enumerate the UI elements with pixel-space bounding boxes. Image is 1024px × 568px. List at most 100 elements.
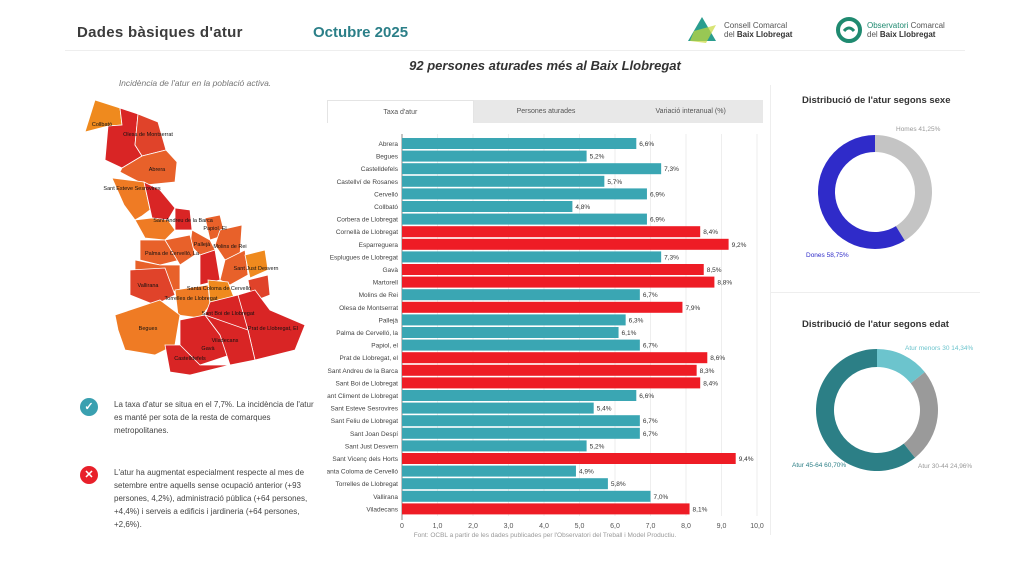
category-label: Molins de Rei xyxy=(359,292,398,299)
category-label: Abrera xyxy=(378,141,398,148)
slice-label: Atur menors 30 14,34% xyxy=(905,345,974,352)
bar xyxy=(402,201,573,212)
logo2-a: Observatori xyxy=(867,21,909,30)
category-label: Sant Esteve Sesrovires xyxy=(330,406,398,413)
data-label: 6,1% xyxy=(622,330,637,337)
note-text: L'atur ha augmentat especialment respect… xyxy=(114,468,308,529)
data-label: 6,6% xyxy=(639,141,654,148)
map-sant-vicenc xyxy=(199,249,221,286)
spiral-logo-icon xyxy=(836,17,862,43)
age-donut-chart: Atur menors 30 14,34% Atur 30-44 24,96% At… xyxy=(792,345,974,471)
category-label: Pallejà xyxy=(378,317,398,324)
category-label: Viladecans xyxy=(366,506,398,513)
bar xyxy=(402,175,605,187)
category-label: Prat de Llobregat, el xyxy=(339,355,398,362)
map-martorell xyxy=(143,181,176,221)
data-label: 8,1% xyxy=(693,506,708,513)
bar xyxy=(402,226,701,238)
x-tick-label: 0 xyxy=(400,523,404,530)
age-chart-title: Distribució de l'atur segons edat xyxy=(802,319,949,330)
bar xyxy=(402,352,708,364)
category-label: Santa Coloma de Cervelló xyxy=(327,469,398,476)
slice-label: Atur 45-64 60,70% xyxy=(792,462,846,469)
map-label: Collbató xyxy=(92,122,112,128)
bar xyxy=(402,402,594,414)
bar xyxy=(402,314,626,326)
category-label: Olesa de Montserrat xyxy=(339,305,398,312)
sex-donut-chart: Homes 41,25% Dones 58,75% xyxy=(806,126,941,259)
map-label: Sant Just Desvern xyxy=(234,266,279,272)
bar xyxy=(402,427,640,439)
bar xyxy=(402,150,587,162)
slice-label: Homes 41,25% xyxy=(896,126,941,133)
data-label: 6,9% xyxy=(650,217,665,224)
tab-persones-aturades[interactable]: Persones aturades xyxy=(516,108,576,115)
x-tick-label: 1,0 xyxy=(433,523,443,530)
donut-slice xyxy=(818,135,905,249)
category-label: Esparreguera xyxy=(359,242,399,249)
note-text: La taxa d'atur se situa en el 7,7%. La i… xyxy=(114,400,314,435)
data-label: 6,7% xyxy=(643,418,658,425)
category-label: Corbera de Llobregat xyxy=(337,217,399,224)
map-label: Begues xyxy=(139,326,158,332)
category-label: Sant Joan Despí xyxy=(350,431,398,438)
map-label: Pallejà xyxy=(194,242,211,248)
map-sant-just xyxy=(244,249,269,279)
logo2-prefix: del xyxy=(867,30,880,39)
observatori-logo: Observatori Comarcal del Baix Llobregat xyxy=(836,17,945,43)
category-label: Sant Boi de Llobregat xyxy=(335,380,398,387)
bar xyxy=(402,238,729,250)
donut-slice xyxy=(877,349,925,384)
data-label: 7,9% xyxy=(685,305,700,312)
x-tick-label: 9,0 xyxy=(717,523,727,530)
bar xyxy=(402,289,640,301)
map-label: Molins de Rei xyxy=(213,244,246,250)
data-label: 5,2% xyxy=(590,154,605,161)
category-label: Torrelles de Llobregat xyxy=(335,481,398,488)
category-label: Sant Andreu de la Barca xyxy=(328,368,399,375)
data-label: 5,2% xyxy=(590,443,605,450)
x-tick-label: 4,0 xyxy=(539,523,549,530)
x-tick-label: 2,0 xyxy=(468,523,478,530)
incidence-map: Collbató Olesa de Montserrat Abrera Sant… xyxy=(84,99,306,376)
data-label: 9,4% xyxy=(739,456,754,463)
data-label: 9,2% xyxy=(732,242,747,249)
tab-taxa-atur[interactable]: Taxa d'atur xyxy=(327,100,474,123)
map-palma xyxy=(164,234,196,266)
panel-divider xyxy=(770,85,771,535)
bar xyxy=(402,490,651,502)
data-label: 8,6% xyxy=(710,355,725,362)
data-label: 5,4% xyxy=(597,406,612,413)
tab-variacio-interanual[interactable]: Variació interanual (%) xyxy=(655,108,726,115)
x-tick-label: 5,0 xyxy=(575,523,585,530)
donut-slice xyxy=(903,372,938,458)
donut-slice xyxy=(875,135,932,241)
data-label: 6,7% xyxy=(643,292,658,299)
category-label: Sant Vicenç dels Horts xyxy=(332,456,398,463)
logo2-b: Comarcal xyxy=(908,21,945,30)
category-label: Martorell xyxy=(373,280,399,287)
map-begues xyxy=(114,299,181,356)
bar xyxy=(402,478,608,490)
bar xyxy=(402,301,683,313)
map-label: Palma de Cervelló, La xyxy=(145,251,200,257)
bar xyxy=(402,327,619,338)
bar xyxy=(402,339,640,351)
source-note: Font: OCBL a partir de les dades publica… xyxy=(413,532,677,539)
bar xyxy=(402,264,704,275)
data-label: 7,0% xyxy=(654,494,669,501)
data-label: 6,7% xyxy=(643,431,658,438)
data-label: 7,3% xyxy=(664,254,679,261)
logo1-prefix: del xyxy=(724,30,737,39)
category-label: Papiol, el xyxy=(371,343,398,350)
slice-label: Dones 58,75% xyxy=(806,252,849,259)
bar xyxy=(402,138,637,149)
map-title: Incidència de l'atur en la població acti… xyxy=(118,78,272,88)
map-label: Papiol, El xyxy=(203,226,226,232)
headline: 92 persones aturades més al Baix Llobreg… xyxy=(409,58,681,73)
map-label: Torrelles de Llobregat xyxy=(165,296,218,302)
map-label: Santa Coloma de Cervelló xyxy=(187,286,251,292)
chart-tabs: Taxa d'atur Persones aturades Variació i… xyxy=(327,100,763,123)
map-sant-feliu xyxy=(219,249,249,286)
unemployment-rate-bar-chart: 0 1,0 2,0 3,0 4,0 5,0 6,0 7,0 8,0 9,0 10,0 Abrera 6,… xyxy=(327,134,764,530)
